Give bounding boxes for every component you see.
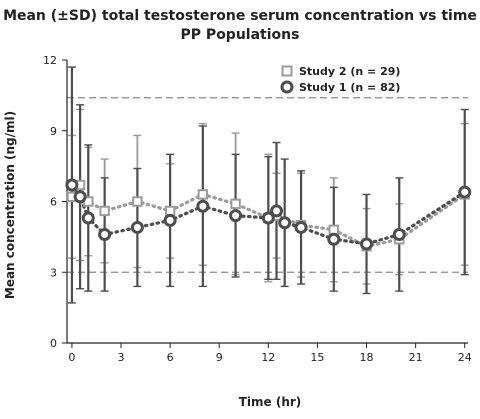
data-point-square	[132, 196, 143, 207]
legend-marker-circle	[280, 80, 294, 94]
data-point-square	[230, 198, 241, 210]
data-point-circle	[458, 185, 472, 199]
data-point-square	[197, 189, 209, 200]
data-point-circle	[270, 204, 284, 218]
x-tick-label: 21	[409, 351, 423, 364]
data-point-square	[99, 205, 110, 217]
x-tick-label: 24	[458, 351, 472, 364]
x-axis-label: Time (hr)	[239, 395, 302, 409]
y-axis-label: Mean concentration (ng/ml)	[3, 111, 17, 299]
data-point-circle	[98, 228, 112, 242]
data-point-circle	[229, 209, 243, 223]
data-point-circle	[81, 211, 95, 225]
data-point-circle	[294, 220, 308, 234]
y-tick-label: 3	[50, 266, 57, 279]
legend: Study 2 (n = 29) Study 1 (n = 82)	[280, 65, 400, 94]
data-point-circle	[327, 232, 341, 246]
axes: 0 3 6 9 12 0 3 6 9 12 15 18 21 24	[43, 54, 472, 364]
chart-title: Mean (±SD) total testosterone serum conc…	[3, 8, 477, 24]
y-tick-label: 12	[43, 54, 57, 67]
data-point-circle	[73, 190, 87, 204]
legend-label: Study 1 (n = 82)	[299, 81, 400, 94]
data-point-circle	[196, 199, 210, 213]
data-point-circle	[261, 211, 275, 225]
legend-label: Study 2 (n = 29)	[299, 65, 400, 78]
data-point-circle	[65, 178, 79, 192]
legend-marker-square	[281, 65, 293, 77]
x-tick-label: 12	[261, 351, 275, 364]
x-tick-label: 6	[167, 351, 174, 364]
x-tick-label: 15	[310, 351, 324, 364]
x-tick-label: 0	[68, 351, 75, 364]
y-tick-label: 6	[50, 196, 57, 209]
x-tick-label: 9	[216, 351, 223, 364]
series-group	[67, 66, 469, 304]
data-point-circle	[163, 213, 177, 227]
data-point-circle	[278, 216, 292, 230]
data-point-circle	[360, 237, 374, 251]
data-point-circle	[130, 220, 144, 234]
y-tick-label: 0	[50, 337, 57, 350]
series-layer	[65, 66, 472, 304]
series-line	[70, 183, 467, 246]
chart-subtitle: PP Populations	[181, 27, 300, 43]
x-tick-label: 18	[360, 351, 374, 364]
x-tick-label: 3	[118, 351, 125, 364]
data-point-circle	[392, 228, 406, 242]
y-tick-label: 9	[50, 125, 57, 138]
